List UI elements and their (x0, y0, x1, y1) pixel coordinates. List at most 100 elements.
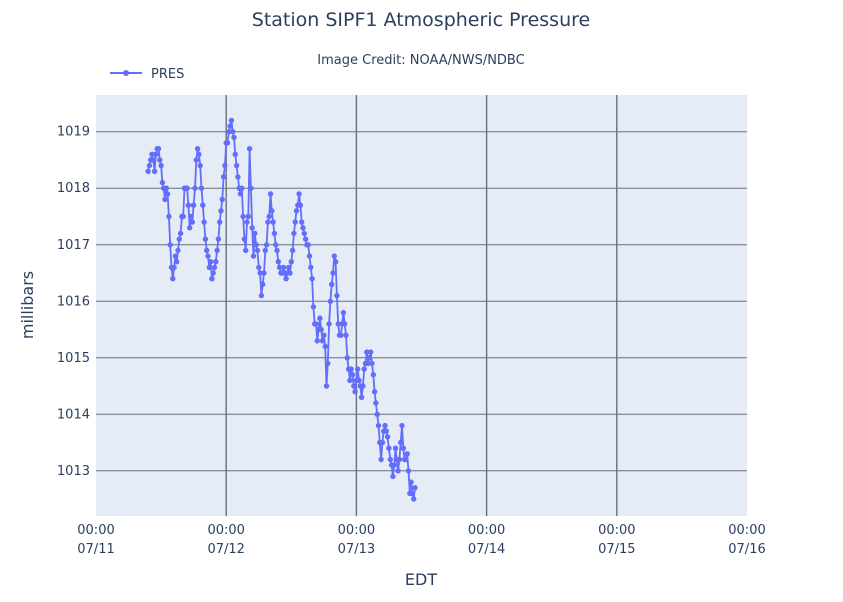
pres-data-point (213, 259, 219, 265)
pres-data-point (373, 400, 379, 406)
x-tick-time: 00:00 (468, 523, 505, 538)
pres-data-point (230, 129, 236, 135)
pres-data-point (218, 208, 224, 214)
pres-data-point (193, 157, 199, 163)
pres-data-point (211, 264, 218, 271)
pres-data-point (396, 456, 403, 463)
pres-data-point (224, 140, 231, 146)
pres-data-point (177, 230, 184, 237)
pres-data-point (248, 185, 254, 191)
pres-data-point (327, 298, 334, 304)
pres-data-point (351, 383, 357, 389)
pres-data-point (252, 230, 258, 237)
pres-data-point (220, 174, 227, 180)
pres-data-point (167, 242, 173, 248)
pres-data-point (271, 230, 278, 237)
pres-data-point (246, 146, 253, 152)
pres-data-point (361, 366, 367, 372)
x-tick-time: 00:00 (728, 523, 765, 538)
pres-data-point (249, 225, 255, 231)
pres-data-point (383, 428, 389, 434)
legend[interactable]: PRES (110, 67, 184, 82)
pres-data-point (338, 332, 344, 338)
pres-data-point (232, 151, 238, 157)
pres-data-point (309, 276, 315, 282)
pres-data-point (209, 276, 215, 282)
pres-data-point (171, 264, 177, 271)
pres-data-point (391, 462, 397, 468)
pres-data-point (287, 270, 293, 276)
x-tick-date: 07/14 (468, 542, 505, 557)
x-tick-time: 00:00 (338, 523, 375, 538)
pres-data-point (369, 360, 375, 367)
pres-data-point (188, 213, 194, 220)
pres-data-point (318, 326, 324, 333)
pres-data-point (258, 292, 265, 299)
pres-data-point (322, 343, 328, 350)
pres-data-point (162, 196, 168, 203)
pres-data-point (241, 236, 248, 242)
pres-data-point (352, 389, 358, 395)
pres-data-point (187, 225, 193, 231)
pres-data-point (185, 202, 192, 208)
pres-data-point (297, 202, 304, 208)
pres-data-point (400, 445, 406, 451)
pres-data-point (302, 236, 309, 242)
pres-data-point (206, 264, 212, 271)
pres-data-point (207, 259, 214, 265)
x-tick-date: 07/12 (207, 542, 244, 557)
pres-data-point (293, 208, 300, 214)
pres-data-point (283, 276, 289, 282)
pres-data-point (205, 253, 211, 259)
pres-data-point (405, 468, 412, 474)
pres-data-point (313, 321, 319, 327)
pres-data-point (192, 185, 198, 191)
pres-data-point (214, 247, 220, 254)
pres-data-point (244, 219, 250, 225)
pres-data-point (365, 360, 371, 367)
pres-data-point (384, 434, 391, 440)
pres-data-point (170, 276, 176, 282)
pres-data-point (404, 451, 410, 457)
pres-data-point (296, 191, 302, 197)
pres-data-point (184, 185, 190, 191)
pres-data-point (263, 242, 270, 248)
pres-data-point (250, 253, 257, 259)
y-tick-label: 1019 (57, 125, 90, 140)
pres-data-point (200, 202, 206, 208)
pres-data-point (379, 439, 386, 446)
pres-data-point (237, 191, 244, 197)
pres-data-point (157, 157, 163, 163)
pres-data-point (360, 383, 366, 389)
pres-data-point (408, 479, 414, 485)
pres-data-point (245, 213, 251, 220)
pres-data-point (321, 332, 327, 338)
pres-data-point (326, 321, 332, 327)
pres-data-point (189, 219, 195, 225)
y-tick-label: 1018 (57, 181, 90, 196)
pres-data-point (149, 151, 155, 157)
pres-data-point (375, 422, 382, 429)
x-tick-date: 07/11 (77, 542, 114, 557)
pres-data-point (387, 456, 393, 463)
pres-data-point (270, 219, 276, 225)
pres-data-point (330, 270, 336, 276)
pres-data-point (222, 162, 228, 169)
pres-data-point (310, 304, 317, 310)
pres-data-point (210, 270, 216, 276)
x-tick-date: 07/13 (338, 542, 375, 557)
pres-data-point (243, 247, 249, 254)
pres-data-point (368, 349, 374, 355)
pres-data-point (164, 191, 171, 197)
x-tick-date: 07/15 (598, 542, 635, 557)
pres-data-point (342, 321, 348, 327)
pres-data-point (194, 146, 201, 152)
x-tick-time: 00:00 (207, 523, 244, 538)
pres-data-point (269, 208, 275, 214)
pres-data-point (155, 146, 162, 152)
pres-data-point (299, 219, 305, 225)
pres-data-point (340, 309, 347, 316)
pres-data-point (254, 247, 261, 254)
pres-data-point (300, 225, 306, 231)
